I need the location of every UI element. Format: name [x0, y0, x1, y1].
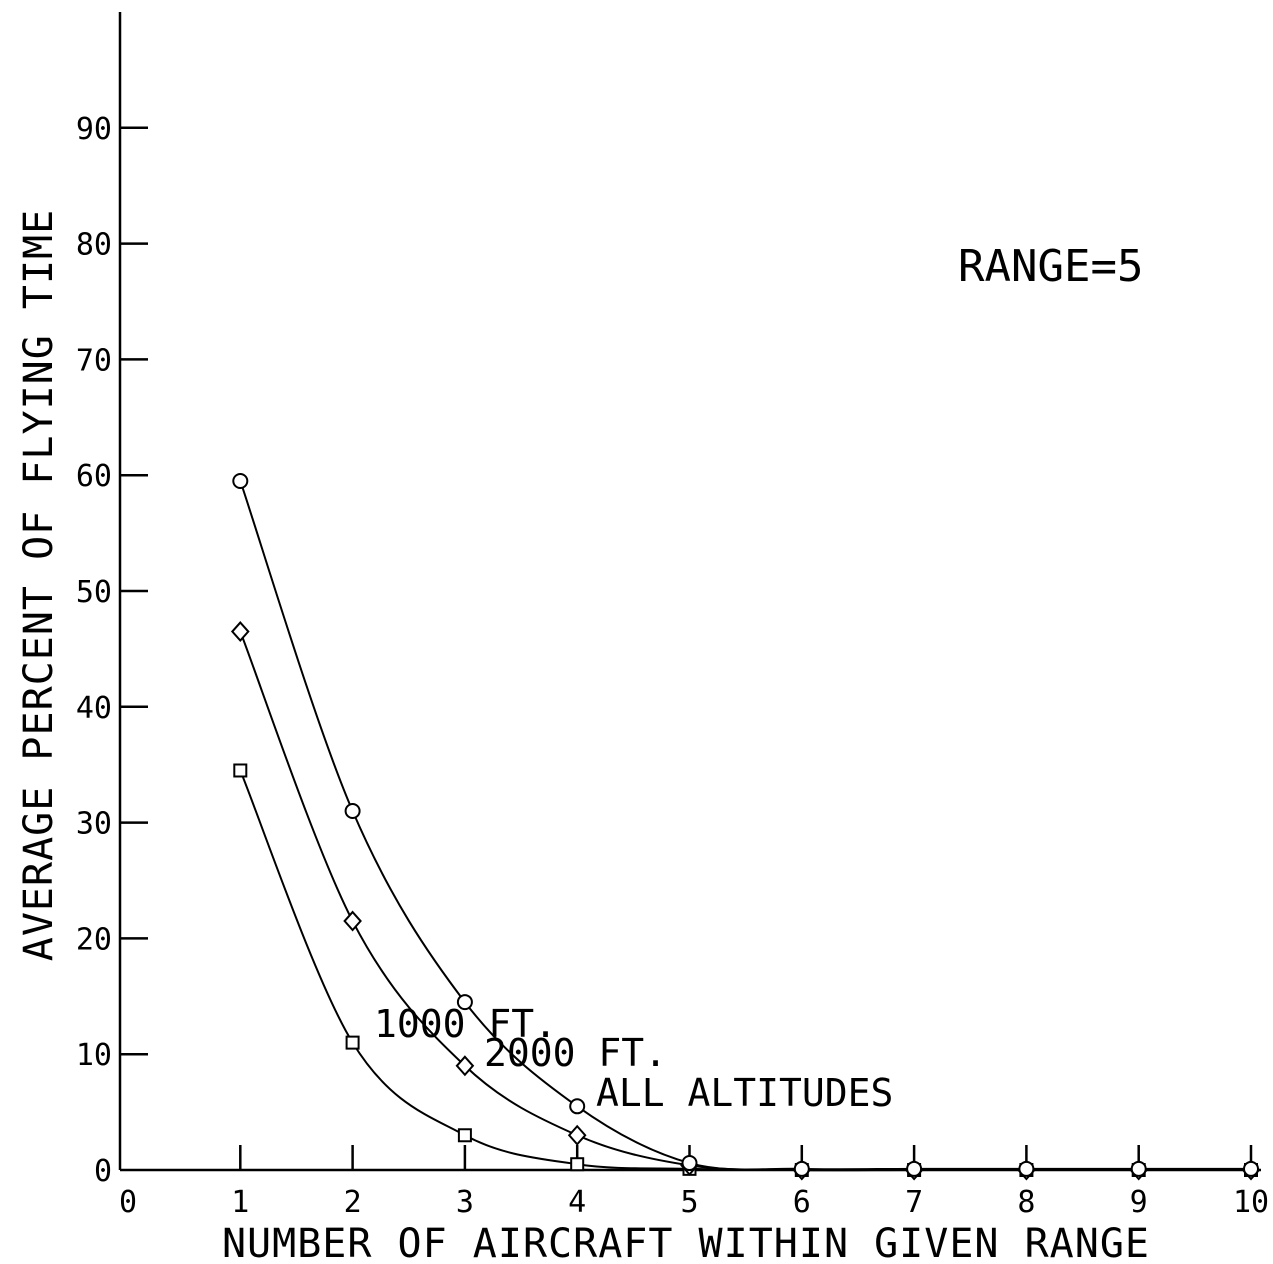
y-tick-label: 20: [76, 922, 112, 957]
data-point-circle: [793, 1160, 810, 1177]
x-axis-title: NUMBER OF AIRCRAFT WITHIN GIVEN RANGE: [222, 1221, 1150, 1264]
data-point-square: [570, 1157, 585, 1172]
series-layer: [230, 472, 1261, 1181]
y-tick-label: 70: [76, 343, 112, 378]
data-point-diamond: [567, 1124, 587, 1146]
series-label-2000ft: 2000 FT.: [484, 1031, 667, 1075]
x-tick-label: 7: [905, 1185, 923, 1220]
data-point-square: [457, 1128, 472, 1143]
y-axis-title: AVERAGE PERCENT OF FLYING TIME: [16, 209, 62, 961]
x-tick-label: 4: [568, 1185, 586, 1220]
series-label-all-altitudes: ALL ALTITUDES: [596, 1071, 893, 1115]
data-point-circle: [906, 1160, 923, 1177]
series-line-2: [239, 480, 1251, 1171]
data-point-diamond: [343, 910, 362, 932]
x-tick-label: 10: [1233, 1185, 1269, 1220]
series-label-1000ft: 1000 FT.: [374, 1002, 557, 1046]
x-tick-label: 6: [793, 1185, 811, 1220]
data-point-circle: [1018, 1160, 1035, 1177]
y-tick-label: 90: [76, 112, 112, 147]
y-tick-label: 60: [76, 459, 112, 494]
y-tick-label: 30: [76, 807, 112, 842]
data-point-diamond: [230, 621, 250, 643]
data-point-circle: [344, 803, 361, 820]
y-tick-label: 0: [94, 1154, 112, 1189]
data-point-circle: [456, 994, 473, 1011]
data-point-circle: [681, 1155, 698, 1172]
range-annotation: RANGE=5: [958, 241, 1143, 292]
data-point-circle: [1243, 1160, 1259, 1177]
y-tick-label: 40: [76, 691, 112, 726]
x-tick-label: 2: [344, 1185, 362, 1220]
x-tick-label: 8: [1017, 1185, 1035, 1220]
axes: 0 1 2 3 4 5 6 7 8 9 10 0 10 20 30 40 50 60 70 80 90: [76, 12, 1269, 1220]
data-point-circle: [232, 472, 249, 489]
x-tick-label: 0: [119, 1185, 137, 1220]
x-tick-label: 9: [1130, 1185, 1148, 1220]
data-point-square: [345, 1035, 360, 1050]
x-tick-label: 5: [680, 1185, 698, 1220]
y-tick-label: 50: [76, 575, 112, 610]
x-tick-label: 1: [231, 1185, 249, 1220]
data-point-diamond: [455, 1055, 475, 1077]
x-tick-label: 3: [456, 1185, 474, 1220]
y-tick-label: 10: [76, 1038, 112, 1073]
y-tick-label: 80: [76, 228, 112, 263]
data-point-square: [233, 763, 248, 778]
data-point-circle: [1130, 1160, 1147, 1177]
data-point-circle: [569, 1098, 586, 1115]
